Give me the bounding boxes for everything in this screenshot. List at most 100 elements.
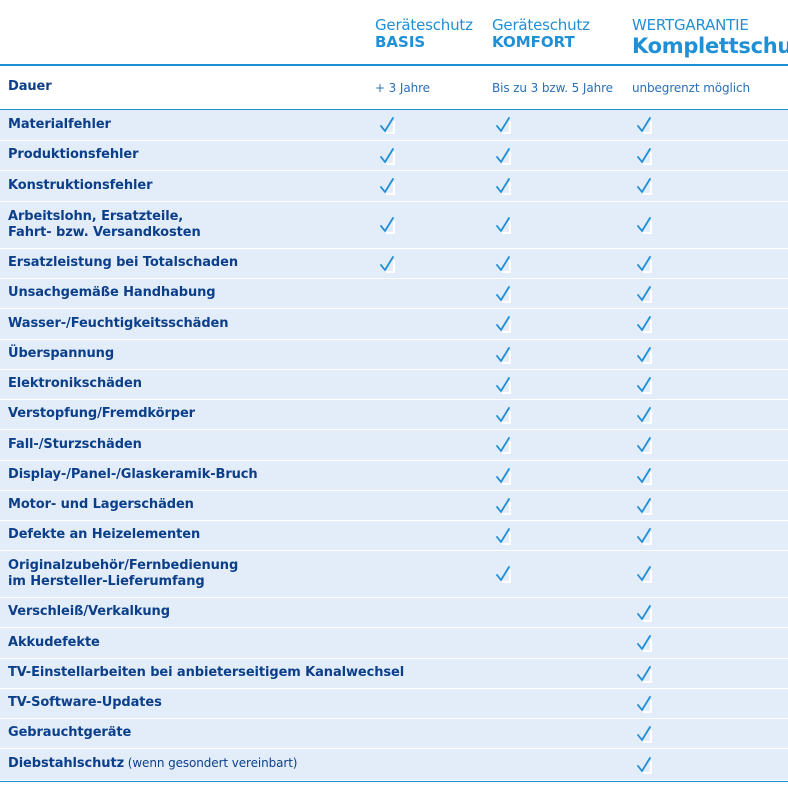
table-row: Motor- und Lagerschäden (0, 491, 788, 521)
row-label: TV-Einstellarbeiten bei anbieterseitigem… (8, 665, 405, 681)
checkmark-icon (636, 604, 652, 622)
checkmark-icon (379, 216, 395, 234)
table-row: Diebstahlschutz (wenn gesondert vereinba… (0, 749, 788, 781)
row-label: Konstruktionsfehler (8, 177, 153, 193)
duration-value: unbegrenzt möglich (632, 80, 751, 95)
row-label: Überspannung (8, 346, 115, 362)
checkmark-icon (636, 725, 652, 743)
checkmark-icon (379, 116, 395, 134)
table-row: Wasser-/Feuchtigkeitsschäden (0, 309, 788, 340)
row-note: (wenn gesondert vereinbart) (124, 756, 298, 771)
table-row: Verschleiß/Verkalkung (0, 598, 788, 628)
table-row: Akkudefekte (0, 628, 788, 659)
row-label: Wasser-/Feuchtigkeitsschäden (8, 315, 229, 331)
row-label: Unsachgemäße Handhabung (8, 285, 216, 301)
row-label: Diebstahlschutz (wenn gesondert vereinba… (8, 756, 298, 772)
row-label: Defekte an Heizelementen (8, 527, 201, 543)
checkmark-icon (379, 255, 395, 273)
checkmark-icon (636, 177, 652, 195)
checkmark-icon (636, 756, 652, 774)
comparison-table: Dauer + 3 Jahre Bis zu 3 bzw. 5 Jahre unbeg… (0, 64, 788, 782)
header-basis-line2: BASIS (375, 33, 426, 52)
table-row: Elektronikschäden (0, 370, 788, 400)
checkmark-icon (495, 527, 511, 545)
checkmark-icon (495, 285, 511, 303)
checkmark-icon (636, 497, 652, 515)
checkmark-icon (495, 177, 511, 195)
header-komfort-line2: KOMFORT (492, 33, 575, 52)
checkmark-icon (379, 177, 395, 195)
row-label: Ersatzleistung bei Totalschaden (8, 255, 238, 271)
checkmark-icon (636, 527, 652, 545)
checkmark-icon (636, 406, 652, 424)
table-row: Produktionsfehler (0, 141, 788, 171)
checkmark-icon (495, 116, 511, 134)
row-label: Arbeitslohn, Ersatzteile, Fahrt- bzw. Ver… (8, 208, 201, 240)
header-basis: Geräteschutz BASIS (375, 16, 473, 52)
row-label: Produktionsfehler (8, 147, 139, 163)
checkmark-icon (495, 376, 511, 394)
checkmark-icon (636, 634, 652, 652)
checkmark-icon (495, 315, 511, 333)
row-label: TV-Software-Updates (8, 695, 162, 711)
header-basis-line1: Geräteschutz (375, 16, 473, 34)
table-row: TV-Einstellarbeiten bei anbieterseitigem… (0, 659, 788, 689)
checkmark-icon (495, 147, 511, 165)
checkmark-icon (636, 216, 652, 234)
checkmark-icon (379, 147, 395, 165)
checkmark-icon (495, 436, 511, 454)
header-komfort-line1: Geräteschutz (492, 16, 590, 34)
checkmark-icon (636, 116, 652, 134)
row-label: Display-/Panel-/Glaskeramik-Bruch (8, 467, 258, 483)
table-row: Verstopfung/Fremdkörper (0, 400, 788, 430)
row-label: Gebrauchtgeräte (8, 725, 132, 741)
table-row: Defekte an Heizelementen (0, 521, 788, 551)
table-row: Display-/Panel-/Glaskeramik-Bruch (0, 461, 788, 491)
checkmark-icon (495, 565, 511, 583)
table-row-duration: Dauer + 3 Jahre Bis zu 3 bzw. 5 Jahre unbeg… (0, 66, 788, 110)
checkmark-icon (636, 315, 652, 333)
row-label: Fall-/Sturzschäden (8, 436, 142, 452)
duration-value: Bis zu 3 bzw. 5 Jahre (492, 80, 613, 95)
checkmark-icon (636, 695, 652, 713)
checkmark-icon (636, 565, 652, 583)
table-row: Originalzubehör/Fernbedienung im Herstell… (0, 551, 788, 598)
checkmark-icon (495, 216, 511, 234)
checkmark-icon (636, 255, 652, 273)
duration-value: + 3 Jahre (375, 80, 430, 95)
checkmark-icon (636, 376, 652, 394)
row-label: Originalzubehör/Fernbedienung im Herstell… (8, 557, 239, 589)
checkmark-icon (495, 467, 511, 485)
checkmark-icon (495, 497, 511, 515)
checkmark-icon (495, 406, 511, 424)
checkmark-icon (636, 436, 652, 454)
checkmark-icon (636, 147, 652, 165)
header-komplettschutz: WERTGARANTIE Komplettschutz (632, 16, 788, 59)
table-row: Konstruktionsfehler (0, 171, 788, 202)
checkmark-icon (495, 346, 511, 364)
table-row: Unsachgemäße Handhabung (0, 279, 788, 309)
row-label: Verschleiß/Verkalkung (8, 604, 170, 620)
row-label: Materialfehler (8, 116, 111, 132)
table-row: Ersatzleistung bei Totalschaden (0, 249, 788, 279)
row-label: Verstopfung/Fremdkörper (8, 406, 195, 422)
checkmark-icon (636, 285, 652, 303)
table-row: Fall-/Sturzschäden (0, 430, 788, 461)
checkmark-icon (636, 467, 652, 485)
table-row: Arbeitslohn, Ersatzteile, Fahrt- bzw. Ver… (0, 202, 788, 249)
header-komplettschutz-line1: WERTGARANTIE (632, 16, 749, 34)
row-label: Akkudefekte (8, 634, 100, 650)
row-label: Motor- und Lagerschäden (8, 497, 194, 513)
table-row: Gebrauchtgeräte (0, 719, 788, 749)
table-row: TV-Software-Updates (0, 689, 788, 719)
checkmark-icon (636, 665, 652, 683)
table-row: Materialfehler (0, 110, 788, 141)
checkmark-icon (495, 255, 511, 273)
row-label: Elektronikschäden (8, 376, 142, 392)
checkmark-icon (636, 346, 652, 364)
row-label: Dauer (8, 79, 52, 95)
header-komfort: Geräteschutz KOMFORT (492, 16, 590, 52)
header-komplettschutz-line2: Komplettschutz (632, 34, 788, 59)
table-row: Überspannung (0, 340, 788, 370)
